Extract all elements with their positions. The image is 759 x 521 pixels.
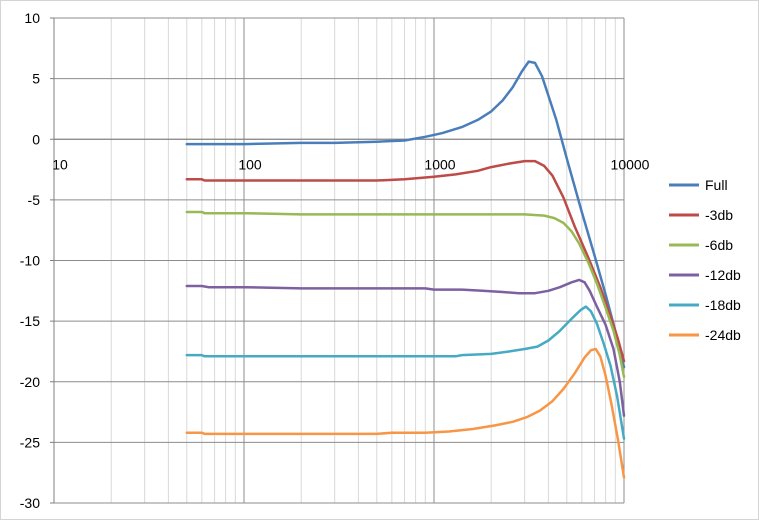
legend-label: -6db bbox=[705, 237, 733, 253]
x-tick-label: 10 bbox=[52, 156, 68, 172]
major-gridlines bbox=[53, 17, 625, 504]
legend-label: -12db bbox=[705, 267, 741, 283]
series-line-12db bbox=[185, 278, 626, 417]
y-tick-label: 10 bbox=[24, 10, 40, 26]
y-tick-label: -10 bbox=[20, 253, 40, 269]
series-line-24db bbox=[185, 347, 626, 479]
x-tick-label: 100 bbox=[238, 156, 262, 172]
y-tick-label: -25 bbox=[20, 434, 40, 450]
x-tick-labels: 10 100 1000 10000 bbox=[52, 156, 649, 172]
series-line-3db bbox=[185, 159, 626, 363]
legend-label: Full bbox=[705, 177, 728, 193]
x-tick-label: 10000 bbox=[611, 156, 650, 172]
y-tick-label: -20 bbox=[20, 374, 40, 390]
y-tick-label: -30 bbox=[20, 495, 40, 511]
y-tick-label: 0 bbox=[32, 131, 40, 147]
y-tick-label: -15 bbox=[20, 313, 40, 329]
series-lines bbox=[185, 60, 626, 479]
legend: Full -3db -6db -12db -18db -24db bbox=[669, 177, 741, 343]
series-line-18db bbox=[185, 305, 626, 440]
axes bbox=[50, 17, 624, 504]
y-tick-label: -5 bbox=[28, 192, 41, 208]
legend-label: -24db bbox=[705, 327, 741, 343]
legend-label: -3db bbox=[705, 207, 733, 223]
y-tick-labels: 10 5 0 -5 -10 -15 -20 -25 -30 bbox=[20, 10, 40, 511]
series-line-full bbox=[185, 60, 626, 369]
series-line-6db bbox=[185, 210, 626, 379]
legend-label: -18db bbox=[705, 297, 741, 313]
x-tick-label: 1000 bbox=[424, 156, 455, 172]
y-tick-label: 5 bbox=[32, 71, 40, 87]
